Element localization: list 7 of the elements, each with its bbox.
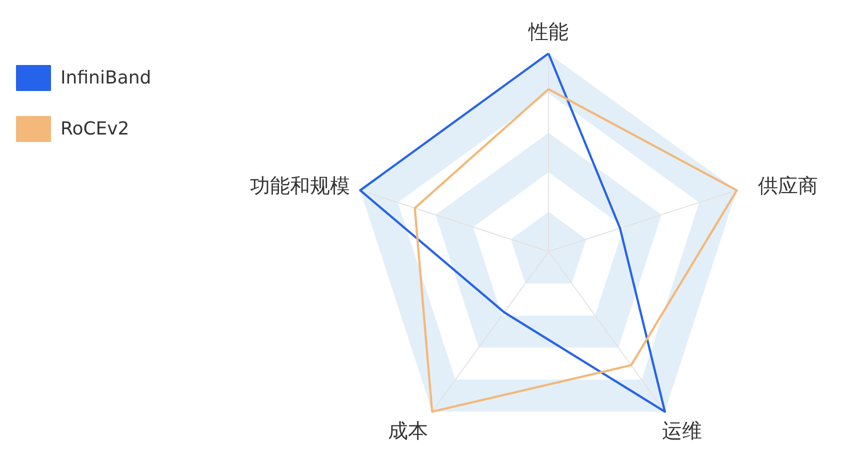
spoke-label: 成本 xyxy=(388,418,428,443)
spoke-label: 供应商 xyxy=(758,173,818,198)
spoke-label: 运维 xyxy=(662,418,702,443)
legend-label: RoCEv2 xyxy=(60,118,130,140)
legend-label: InfiniBand xyxy=(60,68,152,88)
spoke-label: 功能和规模 xyxy=(250,173,350,198)
spoke-label: 性能 xyxy=(528,20,568,44)
